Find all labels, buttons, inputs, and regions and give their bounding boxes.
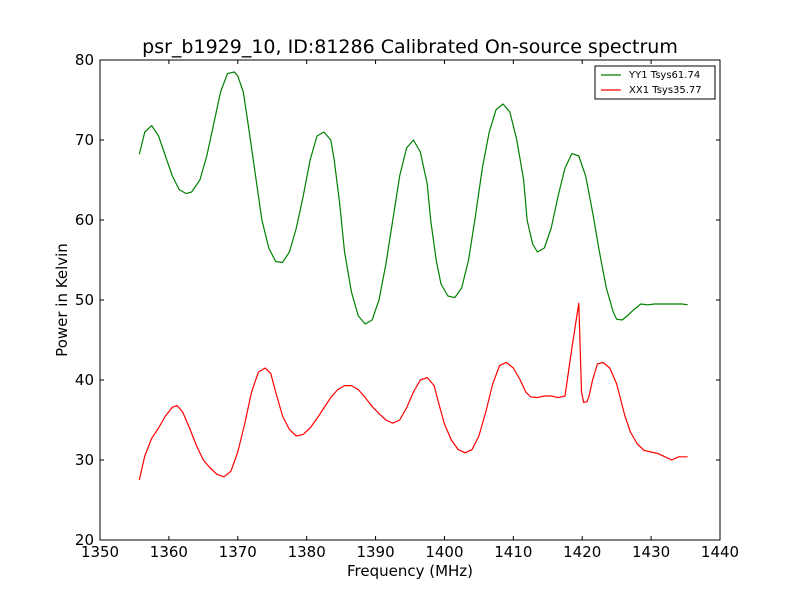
x-tick-label: 1370 bbox=[219, 543, 257, 561]
x-tick-label: 1400 bbox=[425, 543, 463, 561]
x-axis: 1350 1360 1370 1380 1390 1400 1410 1420 1430 1440 bbox=[81, 60, 739, 561]
y-tick-label: 40 bbox=[75, 371, 94, 389]
y-tick-label: 80 bbox=[75, 51, 94, 69]
series-group bbox=[138, 71, 688, 481]
x-tick-label: 1440 bbox=[701, 543, 739, 561]
x-tick-label: 1430 bbox=[632, 543, 670, 561]
x-tick-label: 1420 bbox=[563, 543, 601, 561]
x-tick-label: 1350 bbox=[81, 543, 119, 561]
x-tick-label: 1410 bbox=[494, 543, 532, 561]
y-tick-label: 70 bbox=[75, 131, 94, 149]
x-tick-label: 1360 bbox=[150, 543, 188, 561]
y-axis: 20 30 40 50 60 70 80 bbox=[75, 51, 720, 549]
legend-box bbox=[594, 65, 716, 100]
y-tick-label: 30 bbox=[75, 451, 94, 469]
y-tick-label: 50 bbox=[75, 291, 94, 309]
y-axis-label: Power in Kelvin bbox=[53, 243, 71, 357]
x-tick-label: 1390 bbox=[356, 543, 394, 561]
y-tick-label: 60 bbox=[75, 211, 94, 229]
legend: YY1 Tsys61.74 XX1 Tsys35.77 bbox=[594, 65, 716, 100]
y-tick-label: 20 bbox=[75, 531, 94, 549]
x-axis-label: Frequency (MHz) bbox=[347, 562, 473, 580]
legend-label-xx1: XX1 Tsys35.77 bbox=[629, 85, 702, 96]
series-line-0 bbox=[138, 71, 688, 325]
series-line-1 bbox=[138, 302, 688, 481]
x-tick-label: 1380 bbox=[288, 543, 326, 561]
legend-label-yy1: YY1 Tsys61.74 bbox=[628, 70, 700, 81]
chart-title: psr_b1929_10, ID:81286 Calibrated On-sou… bbox=[142, 36, 678, 58]
